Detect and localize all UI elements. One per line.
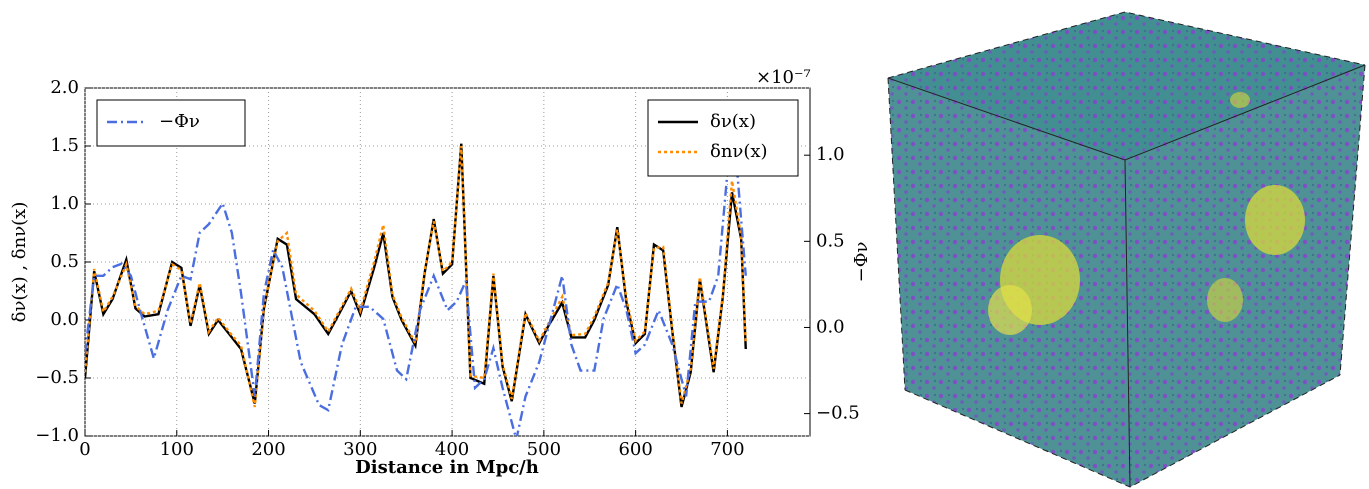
series-line — [85, 143, 747, 408]
x-axis-label: Distance in Mpc/h — [355, 457, 539, 478]
y2-tick-label: 1.0 — [816, 144, 845, 165]
y-tick-label: 1.0 — [50, 193, 79, 214]
y-tick-label: 1.5 — [50, 135, 79, 156]
y2-multiplier: ×10⁻⁷ — [756, 67, 811, 88]
x-tick-label: 300 — [343, 439, 377, 460]
volume-render — [887, 11, 1366, 488]
series-line — [85, 161, 747, 436]
y-tick-label: 0.5 — [50, 251, 79, 272]
y-tick-label: −1.0 — [35, 425, 79, 446]
y-axis-label: δν(x) , δnν(x) — [9, 202, 30, 323]
y-tick-label: 2.0 — [50, 77, 79, 98]
legend-label: −Φν — [159, 111, 200, 132]
legend-label: δnν(x) — [710, 141, 768, 162]
x-tick-label: 200 — [251, 439, 285, 460]
series-line — [85, 145, 747, 408]
x-tick-label: 0 — [79, 439, 90, 460]
x-tick-label: 700 — [710, 439, 744, 460]
x-tick-label: 400 — [435, 439, 469, 460]
x-tick-label: 500 — [527, 439, 561, 460]
y-tick-label: −0.5 — [35, 367, 79, 388]
y2-tick-label: −0.5 — [816, 403, 860, 424]
legend-box — [647, 99, 799, 177]
y2-tick-label: 0.5 — [816, 230, 845, 251]
y2-axis-label: −Φν — [851, 242, 872, 283]
y-tick-label: 0.0 — [50, 309, 79, 330]
x-tick-label: 600 — [618, 439, 652, 460]
y2-tick-label: 0.0 — [816, 316, 845, 337]
x-tick-label: 100 — [160, 439, 194, 460]
legend-label: δν(x) — [710, 111, 756, 132]
